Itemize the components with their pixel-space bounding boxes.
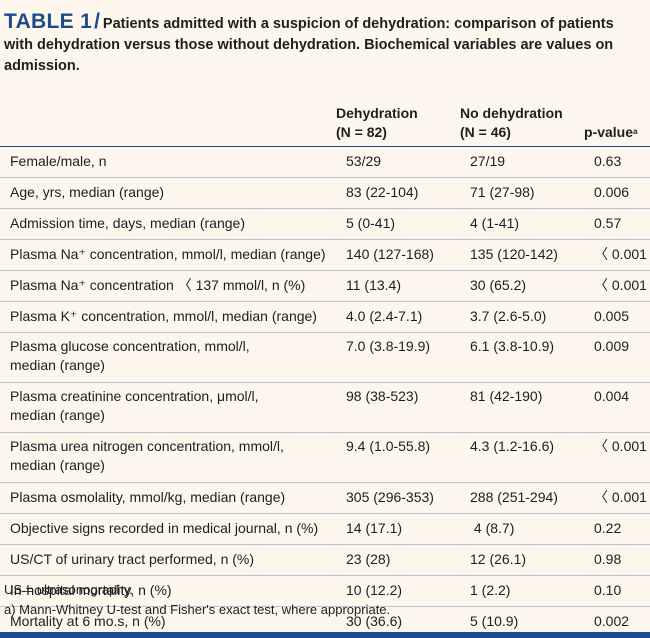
cell-dehydration: 9.4 (1.0-55.8) — [346, 432, 470, 483]
table-footnotes: US = ultrasonography. a) Mann-Whitney U-… — [4, 580, 644, 620]
cell-no-dehydration: 1 (2.2) — [470, 575, 594, 607]
header-no-dehydration-title: No dehydration — [460, 105, 563, 121]
cell-no-dehydration: 4 (8.7) — [470, 513, 594, 545]
cell-dehydration: 53/29 — [346, 147, 470, 178]
cell-dehydration: 83 (22-104) — [346, 177, 470, 209]
cell-no-dehydration: 135 (120-142) — [470, 239, 594, 271]
cell-dehydration: 14 (17.1) — [346, 513, 470, 545]
header-dehydration-title: Dehydration — [336, 105, 418, 121]
cell-no-dehydration: 4 (1-41) — [470, 208, 594, 240]
bottom-rule — [0, 632, 650, 637]
cell-no-dehydration: 4.3 (1.2-16.6) — [470, 432, 594, 483]
caption-slash: / — [94, 10, 100, 33]
row-label: Objective signs recorded in medical jour… — [0, 513, 346, 545]
row-label: Plasma Na⁺ concentration, mmol/l, median… — [0, 239, 346, 271]
table-row: Plasma Na⁺ concentration 〈 137 mmol/l, n… — [0, 270, 650, 302]
header-no-dehydration-n: (N = 46) — [460, 124, 511, 140]
header-dehydration-n: (N = 82) — [336, 124, 387, 140]
cell-no-dehydration: 27/19 — [470, 147, 594, 178]
data-table: Female/male, n 53/29 27/19 0.63 Age, yrs… — [0, 147, 650, 638]
header-dehydration: Dehydration (N = 82) — [336, 104, 418, 142]
caption-text: Patients admitted with a suspicion of de… — [4, 16, 614, 74]
cell-dehydration: 4.0 (2.4-7.1) — [346, 301, 470, 333]
table-caption: TABLE 1/Patients admitted with a suspici… — [4, 11, 644, 77]
table-row: Female/male, n 53/29 27/19 0.63 — [0, 147, 650, 178]
row-label-line-1: Plasma creatinine concentration, μmol/l, — [10, 388, 259, 404]
header-no-dehydration: No dehydration (N = 46) — [460, 104, 563, 142]
row-label: Plasma glucose concentration, mmol/l, med… — [0, 332, 346, 383]
cell-p-value: 0.005 — [594, 301, 650, 333]
footnote-abbreviation: US = ultrasonography. — [4, 582, 133, 597]
row-label: Admission time, days, median (range) — [0, 208, 346, 240]
table-row: Plasma urea nitrogen concentration, mmol… — [0, 432, 650, 483]
cell-no-dehydration: 71 (27-98) — [470, 177, 594, 209]
cell-no-dehydration: 3.7 (2.6-5.0) — [470, 301, 594, 333]
cell-dehydration: 10 (12.2) — [346, 575, 470, 607]
table-row: Plasma Na⁺ concentration, mmol/l, median… — [0, 239, 650, 271]
header-p-value: p-valuea — [584, 123, 637, 142]
cell-p-value: 0.006 — [594, 177, 650, 209]
cell-dehydration: 23 (28) — [346, 544, 470, 576]
table-row: Plasma osmolality, mmol/kg, median (rang… — [0, 482, 650, 514]
cell-dehydration: 11 (13.4) — [346, 270, 470, 302]
row-label: Plasma Na⁺ concentration 〈 137 mmol/l, n… — [0, 270, 346, 302]
cell-p-value: 〈 0.001 — [594, 482, 650, 514]
cell-no-dehydration: 30 (65.2) — [470, 270, 594, 302]
row-label: In-hospital mortality, n (%) — [0, 575, 346, 607]
cell-p-value: 0.57 — [594, 208, 650, 240]
cell-no-dehydration: 81 (42-190) — [470, 382, 594, 433]
row-label: Plasma K⁺ concentration, mmol/l, median … — [0, 301, 346, 333]
cell-p-value: 0.63 — [594, 147, 650, 178]
cell-p-value: 0.22 — [594, 513, 650, 545]
header-rule — [0, 146, 650, 147]
cell-dehydration: 305 (296-353) — [346, 482, 470, 514]
table-header: Dehydration (N = 82) No dehydration (N =… — [0, 100, 650, 146]
table-number: TABLE 1 — [4, 10, 93, 33]
row-label: Plasma creatinine concentration, μmol/l,… — [0, 382, 346, 433]
table-row: Plasma K⁺ concentration, mmol/l, median … — [0, 301, 650, 333]
row-label: Plasma osmolality, mmol/kg, median (rang… — [0, 482, 346, 514]
cell-dehydration: 98 (38-523) — [346, 382, 470, 433]
row-label: Age, yrs, median (range) — [0, 177, 346, 209]
row-label: Female/male, n — [0, 147, 346, 178]
row-label-line-2: median (range) — [10, 407, 105, 423]
row-label: Plasma urea nitrogen concentration, mmol… — [0, 432, 346, 483]
table-row: Plasma glucose concentration, mmol/l, med… — [0, 332, 650, 383]
footnote-a: a) Mann-Whitney U-test and Fisher's exac… — [4, 602, 391, 617]
cell-p-value: 0.009 — [594, 332, 650, 383]
cell-p-value: 0.004 — [594, 382, 650, 433]
row-label-line-2: median (range) — [10, 457, 105, 473]
table-row: In-hospital mortality, n (%) 10 (12.2) 1… — [0, 575, 650, 607]
table-row: Objective signs recorded in medical jour… — [0, 513, 650, 545]
table-row: Plasma creatinine concentration, μmol/l,… — [0, 382, 650, 433]
cell-dehydration: 5 (0-41) — [346, 208, 470, 240]
cell-dehydration: 7.0 (3.8-19.9) — [346, 332, 470, 383]
cell-p-value: 〈 0.001 — [594, 239, 650, 271]
header-p-value-label: p-value — [584, 124, 634, 140]
row-label-line-1: Plasma glucose concentration, mmol/l, — [10, 338, 250, 354]
cell-p-value: 〈 0.001 — [594, 270, 650, 302]
cell-no-dehydration: 6.1 (3.8-10.9) — [470, 332, 594, 383]
cell-dehydration: 140 (127-168) — [346, 239, 470, 271]
table-row: Admission time, days, median (range) 5 (… — [0, 208, 650, 240]
cell-no-dehydration: 288 (251-294) — [470, 482, 594, 514]
table-row: US/CT of urinary tract performed, n (%) … — [0, 544, 650, 576]
cell-no-dehydration: 12 (26.1) — [470, 544, 594, 576]
cell-p-value: 〈 0.001 — [594, 432, 650, 483]
table-row: Age, yrs, median (range) 83 (22-104) 71 … — [0, 177, 650, 209]
row-label: US/CT of urinary tract performed, n (%) — [0, 544, 346, 576]
header-p-value-footnote-mark: a — [633, 127, 638, 136]
cell-p-value: 0.98 — [594, 544, 650, 576]
row-label-line-1: Plasma urea nitrogen concentration, mmol… — [10, 438, 284, 454]
cell-p-value: 0.10 — [594, 575, 650, 607]
row-label-line-2: median (range) — [10, 357, 105, 373]
